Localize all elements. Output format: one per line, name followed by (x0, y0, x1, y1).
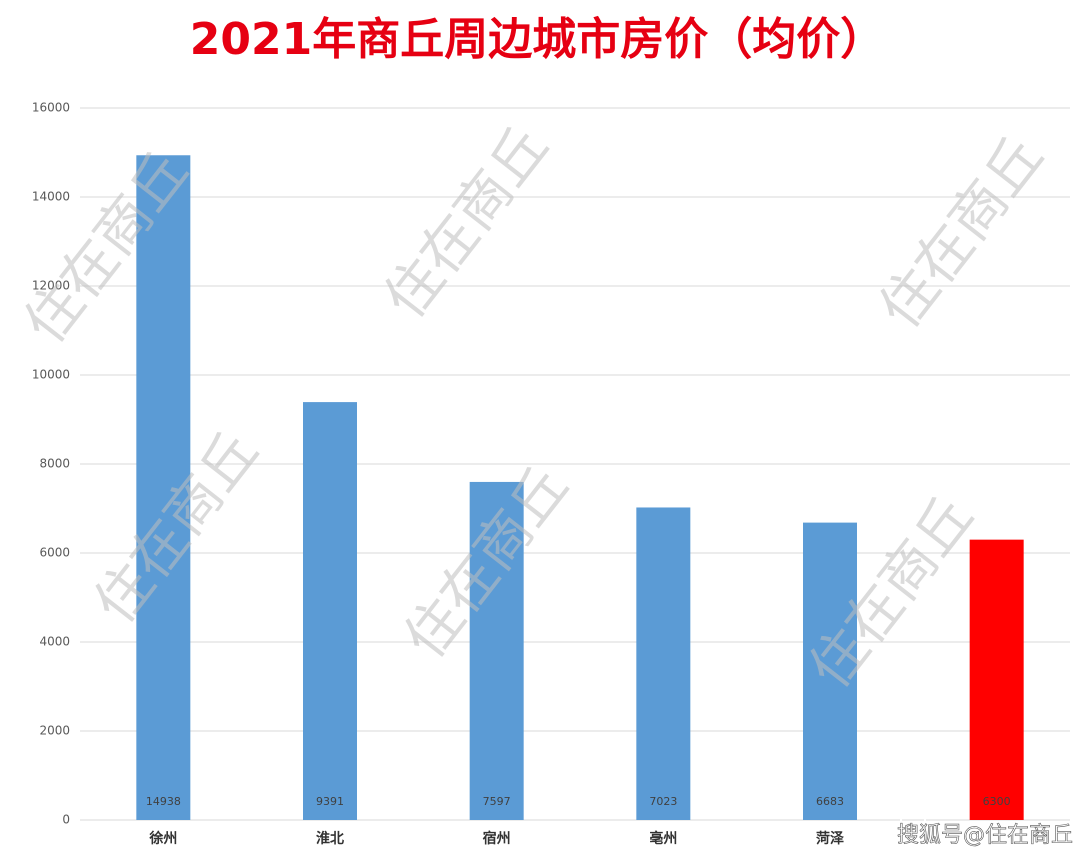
y-tick-label: 0 (62, 813, 70, 827)
bar (636, 507, 691, 820)
bar (803, 522, 857, 820)
y-tick-label: 12000 (32, 279, 70, 293)
chart-title: 2021年商丘周边城市房价（均价） (190, 14, 884, 65)
y-tick-label: 2000 (39, 724, 70, 738)
source-mark: 搜狐号@住在商丘 (897, 823, 1073, 848)
y-tick-label: 14000 (32, 190, 70, 204)
value-label: 14938 (146, 795, 181, 808)
x-tick-label: 菏泽 (816, 830, 844, 847)
x-tick-label: 淮北 (316, 830, 344, 847)
x-tick-label: 宿州 (483, 830, 511, 847)
y-tick-label: 8000 (39, 457, 70, 471)
x-tick-label: 徐州 (148, 830, 177, 847)
y-tick-label: 4000 (39, 635, 70, 649)
x-tick-label: 亳州 (649, 830, 677, 847)
bar (469, 481, 524, 820)
value-label: 7597 (483, 795, 511, 808)
value-label: 6683 (816, 795, 844, 808)
bar (136, 155, 191, 820)
value-label: 6300 (983, 795, 1011, 808)
y-tick-label: 6000 (39, 546, 70, 560)
y-tick-label: 10000 (32, 368, 70, 382)
source-icon (900, 807, 926, 833)
bar (969, 539, 1024, 820)
value-label: 7023 (649, 795, 677, 808)
watermark: 住在商丘 (867, 124, 1056, 341)
plot-area: 0 2000 4000 6000 8000 10000 12000 14000 16000 149… (32, 101, 1070, 847)
bar (303, 402, 357, 820)
watermark: 住在商丘 (372, 114, 561, 331)
y-tick-label: 16000 (32, 101, 70, 115)
value-label: 9391 (316, 795, 344, 808)
